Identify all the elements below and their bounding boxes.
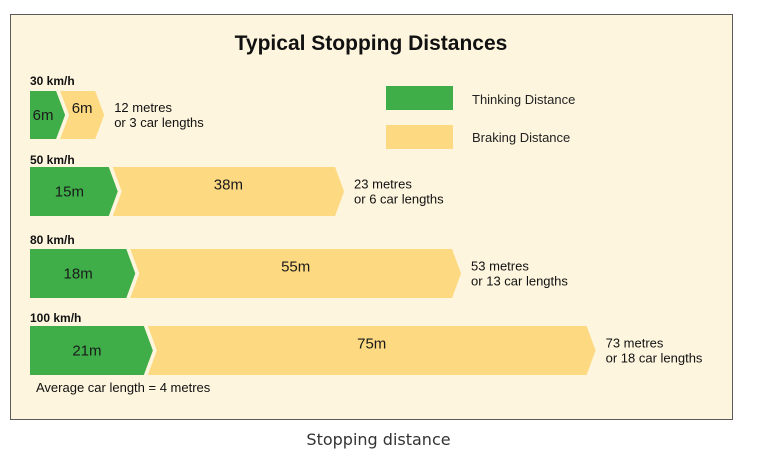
car-lengths-label: or 18 car lengths xyxy=(606,351,703,366)
thinking-distance-label: 21m xyxy=(72,343,101,360)
average-car-length-note: Average car length = 4 metres xyxy=(36,380,211,395)
car-lengths-label: or 13 car lengths xyxy=(471,274,568,289)
legend-braking-swatch xyxy=(386,125,453,149)
thinking-distance-bar xyxy=(30,249,136,298)
speed-label: 30 km/h xyxy=(30,74,75,88)
chart-title: Typical Stopping Distances xyxy=(235,32,508,55)
car-lengths-label: or 3 car lengths xyxy=(114,115,204,130)
figure-caption: Stopping distance xyxy=(306,430,451,449)
total-distance-label: 12 metres xyxy=(114,100,172,115)
braking-distance-label: 38m xyxy=(214,177,243,194)
chart-panel: Typical Stopping Distances Thinking Dist… xyxy=(10,14,733,420)
braking-distance-bar xyxy=(112,167,345,216)
thinking-distance-bar xyxy=(30,167,118,216)
braking-distance-label: 55m xyxy=(281,259,310,276)
speed-label: 100 km/h xyxy=(30,311,81,325)
speed-label: 80 km/h xyxy=(30,233,75,247)
car-lengths-label: or 6 car lengths xyxy=(354,192,444,207)
total-distance-label: 73 metres xyxy=(606,336,664,351)
total-distance-label: 23 metres xyxy=(354,177,412,192)
braking-distance-label: 6m xyxy=(72,100,93,117)
thinking-distance-bar xyxy=(30,91,66,139)
legend-thinking-label: Thinking Distance xyxy=(472,92,575,107)
braking-distance-bar xyxy=(147,326,596,375)
thinking-distance-label: 18m xyxy=(64,266,93,283)
stopping-distance-chart: Typical Stopping Distances Thinking Dist… xyxy=(30,32,703,395)
total-distance-label: 53 metres xyxy=(471,259,529,274)
legend-braking-label: Braking Distance xyxy=(472,130,570,145)
braking-distance-bar xyxy=(60,91,105,139)
legend-thinking-swatch xyxy=(386,86,453,110)
speed-label: 50 km/h xyxy=(30,153,75,167)
thinking-distance-label: 15m xyxy=(55,184,84,201)
braking-distance-label: 75m xyxy=(357,336,386,353)
thinking-distance-label: 6m xyxy=(33,107,54,124)
braking-distance-bar xyxy=(130,249,462,298)
thinking-distance-bar xyxy=(30,326,153,375)
